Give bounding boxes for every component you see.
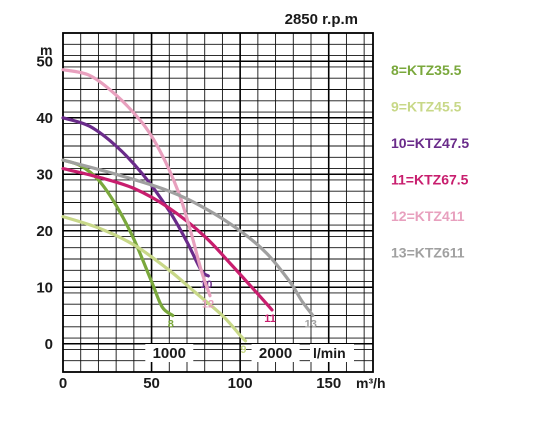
- legend: 8=KTZ35.5 9=KTZ45.5 10=KTZ47.5 11=KTZ67.5 12…: [391, 62, 469, 261]
- labels: 2850 r.p.m m m³/h 0 10 20 30 40 50 0 50 100 150 10…: [36, 11, 385, 392]
- legend-entry: 8=KTZ35.5: [391, 62, 462, 78]
- series-curve-9: [61, 215, 248, 343]
- series-curve-12: [61, 68, 212, 298]
- legend-entry: 13=KTZ611: [391, 245, 465, 261]
- y-tick-label: 10: [36, 279, 53, 296]
- legend-entry: 12=KTZ411: [391, 208, 465, 224]
- x-tick-label-lmin: 2000: [259, 345, 292, 362]
- y-tick-label: 0: [45, 336, 53, 353]
- x-tick-label-m3h: 50: [143, 375, 160, 392]
- x-tick-label-lmin-bg: [251, 344, 300, 362]
- series-end-label-13: 13: [305, 319, 317, 331]
- speed-label: 2850 r.p.m: [285, 11, 358, 28]
- legend-entry: 10=KTZ47.5: [391, 135, 469, 151]
- y-tick-label: 20: [36, 223, 53, 240]
- y-tick-label: 30: [36, 166, 53, 183]
- grid: [62, 32, 374, 373]
- x-tick-label-m3h: 0: [59, 375, 67, 392]
- flow-unit-bg: [310, 344, 354, 362]
- series-end-label-8: 8: [168, 319, 174, 331]
- series-end-label-11: 11: [264, 313, 276, 325]
- plot-frame: [62, 32, 374, 373]
- series-curve-13: [61, 158, 315, 318]
- legend-entry: 11=KTZ67.5: [391, 172, 469, 188]
- x-tick-label-m3h: 150: [316, 375, 341, 392]
- volume-unit-label: m³/h: [356, 375, 386, 391]
- y-axis-unit-label: m: [40, 42, 52, 58]
- y-tick-label: 40: [36, 110, 53, 127]
- x-tick-label-lmin: 1000: [153, 345, 186, 362]
- series-end-label-12: 12: [202, 299, 214, 311]
- y-tick-label: 50: [36, 53, 53, 70]
- x-tick-label-lmin-bg: [145, 344, 194, 362]
- x-tick-label-m3h: 100: [228, 375, 253, 392]
- flow-unit-label: l/min: [313, 345, 346, 361]
- legend-entry: 9=KTZ45.5: [391, 99, 462, 115]
- series-end-label-9: 9: [240, 344, 246, 356]
